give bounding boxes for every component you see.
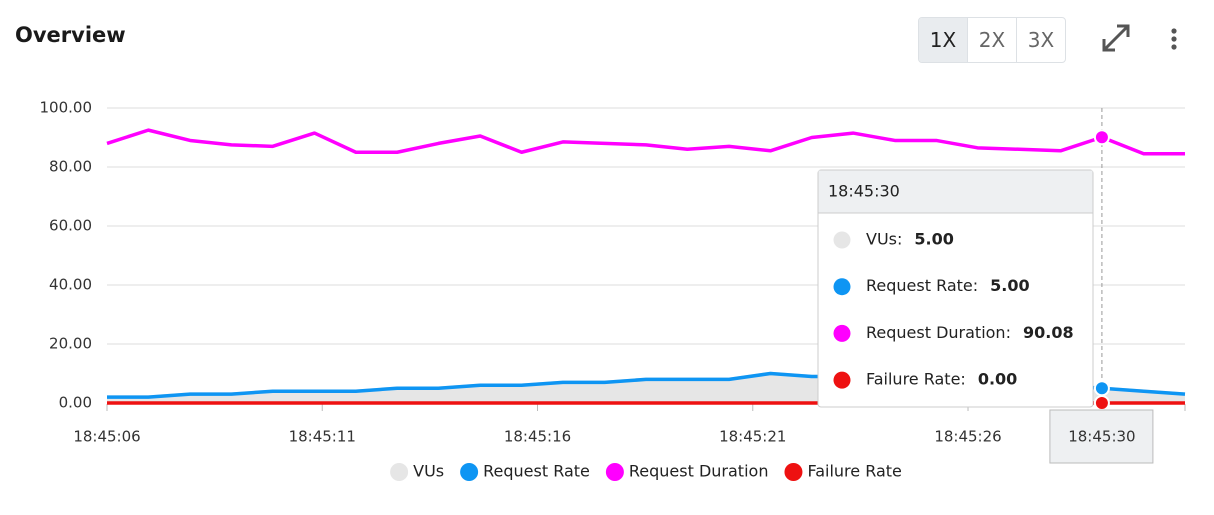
x-tick-label: 18:45:26 (934, 428, 1001, 446)
legend-swatch (784, 463, 803, 481)
x-tick-label: 18:45:06 (73, 428, 140, 446)
y-tick-label: 60.00 (49, 217, 92, 235)
hover-point (1093, 129, 1110, 146)
tooltip-value: 5.00 (990, 276, 1029, 295)
y-tick-label: 80.00 (49, 158, 92, 176)
tooltip-value: 0.00 (978, 370, 1017, 389)
y-tick-label: 100.00 (40, 99, 93, 117)
y-tick-label: 40.00 (49, 276, 92, 294)
tooltip-value: 90.08 (1023, 323, 1074, 342)
tooltip-swatch (833, 278, 851, 296)
y-tick-label: 20.00 (49, 335, 92, 353)
legend: VUs Request Rate Request Duration Failure R… (390, 462, 902, 481)
zoom-button[interactable]: 1X (919, 18, 967, 62)
legend-label: Failure Rate (807, 462, 901, 481)
hover-point (1093, 380, 1110, 397)
legend-swatch (460, 463, 479, 481)
line (106, 128, 1185, 156)
hover-point (1093, 395, 1110, 411)
legend-label: Request Rate (483, 462, 590, 481)
x-tick-label: 18:45:16 (504, 428, 571, 446)
tooltip-swatch (833, 231, 851, 249)
tooltip-value: 5.00 (914, 230, 953, 249)
page-title: Overview (15, 23, 126, 47)
x-tick-label: 18:45:21 (719, 428, 786, 446)
tooltip-header (818, 170, 1093, 213)
tooltip-label: Request Duration: (866, 323, 1011, 342)
hover-x-label-box (1049, 409, 1154, 464)
tooltip (817, 169, 1094, 408)
x-tick-label: 18:45:11 (289, 428, 356, 446)
tooltip-label: Failure Rate: (866, 370, 966, 389)
expand-icon[interactable] (1102, 24, 1130, 52)
tooltip-label: Request Rate: (866, 276, 978, 295)
legend-swatch (390, 463, 409, 481)
tooltip-swatch (833, 324, 851, 342)
zoom-button[interactable]: 2X (967, 18, 1016, 62)
tooltip-swatch (833, 371, 851, 389)
zoom-button[interactable]: 3X (1016, 18, 1065, 62)
legend-swatch (605, 463, 624, 481)
legend-label: VUs (413, 462, 444, 481)
zoom-buttons: 1X 2X 3X (918, 17, 1066, 63)
tooltip-label: VUs: (866, 230, 902, 249)
hover-x-label: 18:45:30 (1068, 428, 1135, 446)
legend-label: Request Duration (629, 462, 769, 481)
tooltip-title: 18:45:30 (828, 182, 900, 201)
menu-icon[interactable] (1171, 28, 1177, 50)
y-tick-label: 0.00 (59, 394, 92, 412)
